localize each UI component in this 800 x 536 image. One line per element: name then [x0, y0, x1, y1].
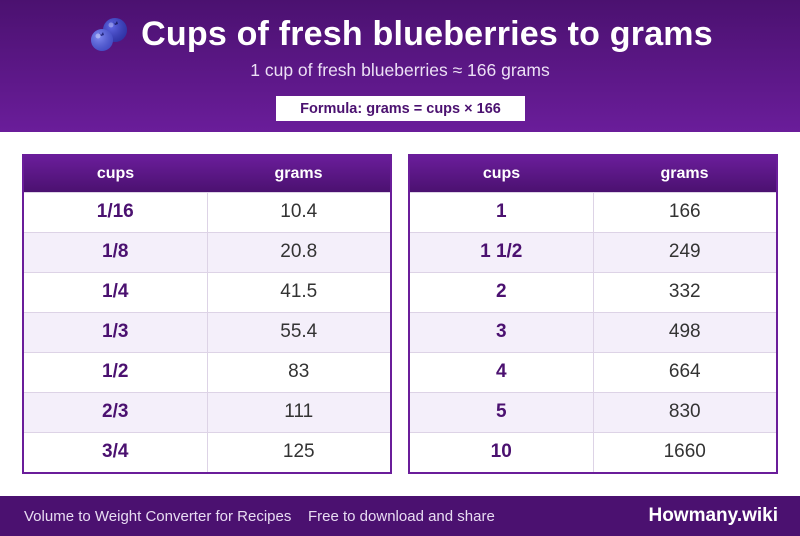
grams-cell: 111: [207, 391, 390, 432]
footer-share-note: Free to download and share: [308, 507, 495, 525]
table-row: 10 1660: [410, 431, 776, 472]
table-row: 5 830: [410, 391, 776, 432]
grams-cell: 10.4: [207, 191, 390, 232]
cups-cell: 3/4: [24, 431, 208, 472]
header-banner: Cups of fresh blueberries to grams 1 cup…: [0, 0, 800, 132]
grams-cell: 20.8: [207, 231, 390, 272]
grams-cell: 1660: [593, 431, 776, 472]
table-row: 1/8 20.8: [24, 231, 390, 272]
table-row: 2 332: [410, 271, 776, 312]
table-row: 1/16 10.4: [24, 191, 390, 232]
conversion-table-left: cups grams 1/16 10.4 1/8 20.8 1/4 41.5 1/3 5…: [22, 154, 392, 474]
cups-cell: 1/4: [24, 271, 208, 312]
grams-cell: 55.4: [207, 311, 390, 352]
grams-cell: 83: [207, 351, 390, 392]
table-row: 1 1/2 249: [410, 231, 776, 272]
formula-badge: Formula: grams = cups × 166: [276, 96, 525, 121]
grams-cell: 249: [593, 231, 776, 272]
grams-cell: 498: [593, 311, 776, 352]
blueberry-icon: [91, 18, 128, 51]
cups-cell: 1: [410, 191, 594, 232]
page-title: Cups of fresh blueberries to grams: [141, 14, 713, 53]
table-header-row: cups grams: [24, 156, 390, 192]
table-row: 3/4 125: [24, 431, 390, 472]
cups-cell: 5: [410, 391, 594, 432]
column-header-grams: grams: [274, 164, 323, 182]
cups-cell: 3: [410, 311, 594, 352]
grams-cell: 166: [593, 191, 776, 232]
table-header-row: cups grams: [410, 156, 776, 192]
cups-cell: 1/2: [24, 351, 208, 392]
cups-cell: 4: [410, 351, 594, 392]
cups-cell: 1/3: [24, 311, 208, 352]
grams-cell: 664: [593, 351, 776, 392]
table-row: 3 498: [410, 311, 776, 352]
table-row: 1/3 55.4: [24, 311, 390, 352]
cups-cell: 2: [410, 271, 594, 312]
footer-tagline: Volume to Weight Converter for Recipes: [24, 507, 292, 525]
cups-cell: 2/3: [24, 391, 208, 432]
table-row: 1/2 83: [24, 351, 390, 392]
table-row: 2/3 111: [24, 391, 390, 432]
cups-cell: 1 1/2: [410, 231, 594, 272]
cups-cell: 10: [410, 431, 594, 472]
grams-cell: 332: [593, 271, 776, 312]
grams-cell: 830: [593, 391, 776, 432]
column-header-cups: cups: [96, 164, 135, 182]
brand-logo-text[interactable]: Howmany.wiki: [648, 505, 778, 526]
table-row: 1/4 41.5: [24, 271, 390, 312]
column-header-grams: grams: [660, 164, 709, 182]
grams-cell: 125: [207, 431, 390, 472]
cups-cell: 1/8: [24, 231, 208, 272]
page-subtitle: 1 cup of fresh blueberries ≈ 166 grams: [250, 60, 550, 80]
grams-cell: 41.5: [207, 271, 390, 312]
footer-bar: Volume to Weight Converter for Recipes F…: [0, 496, 800, 536]
column-header-cups: cups: [482, 164, 521, 182]
title-row: Cups of fresh blueberries to grams: [0, 12, 800, 56]
table-row: 1 166: [410, 191, 776, 232]
table-row: 4 664: [410, 351, 776, 392]
cups-cell: 1/16: [24, 191, 208, 232]
conversion-table-right: cups grams 1 166 1 1/2 249 2 332 3 498 4 664 …: [408, 154, 778, 474]
